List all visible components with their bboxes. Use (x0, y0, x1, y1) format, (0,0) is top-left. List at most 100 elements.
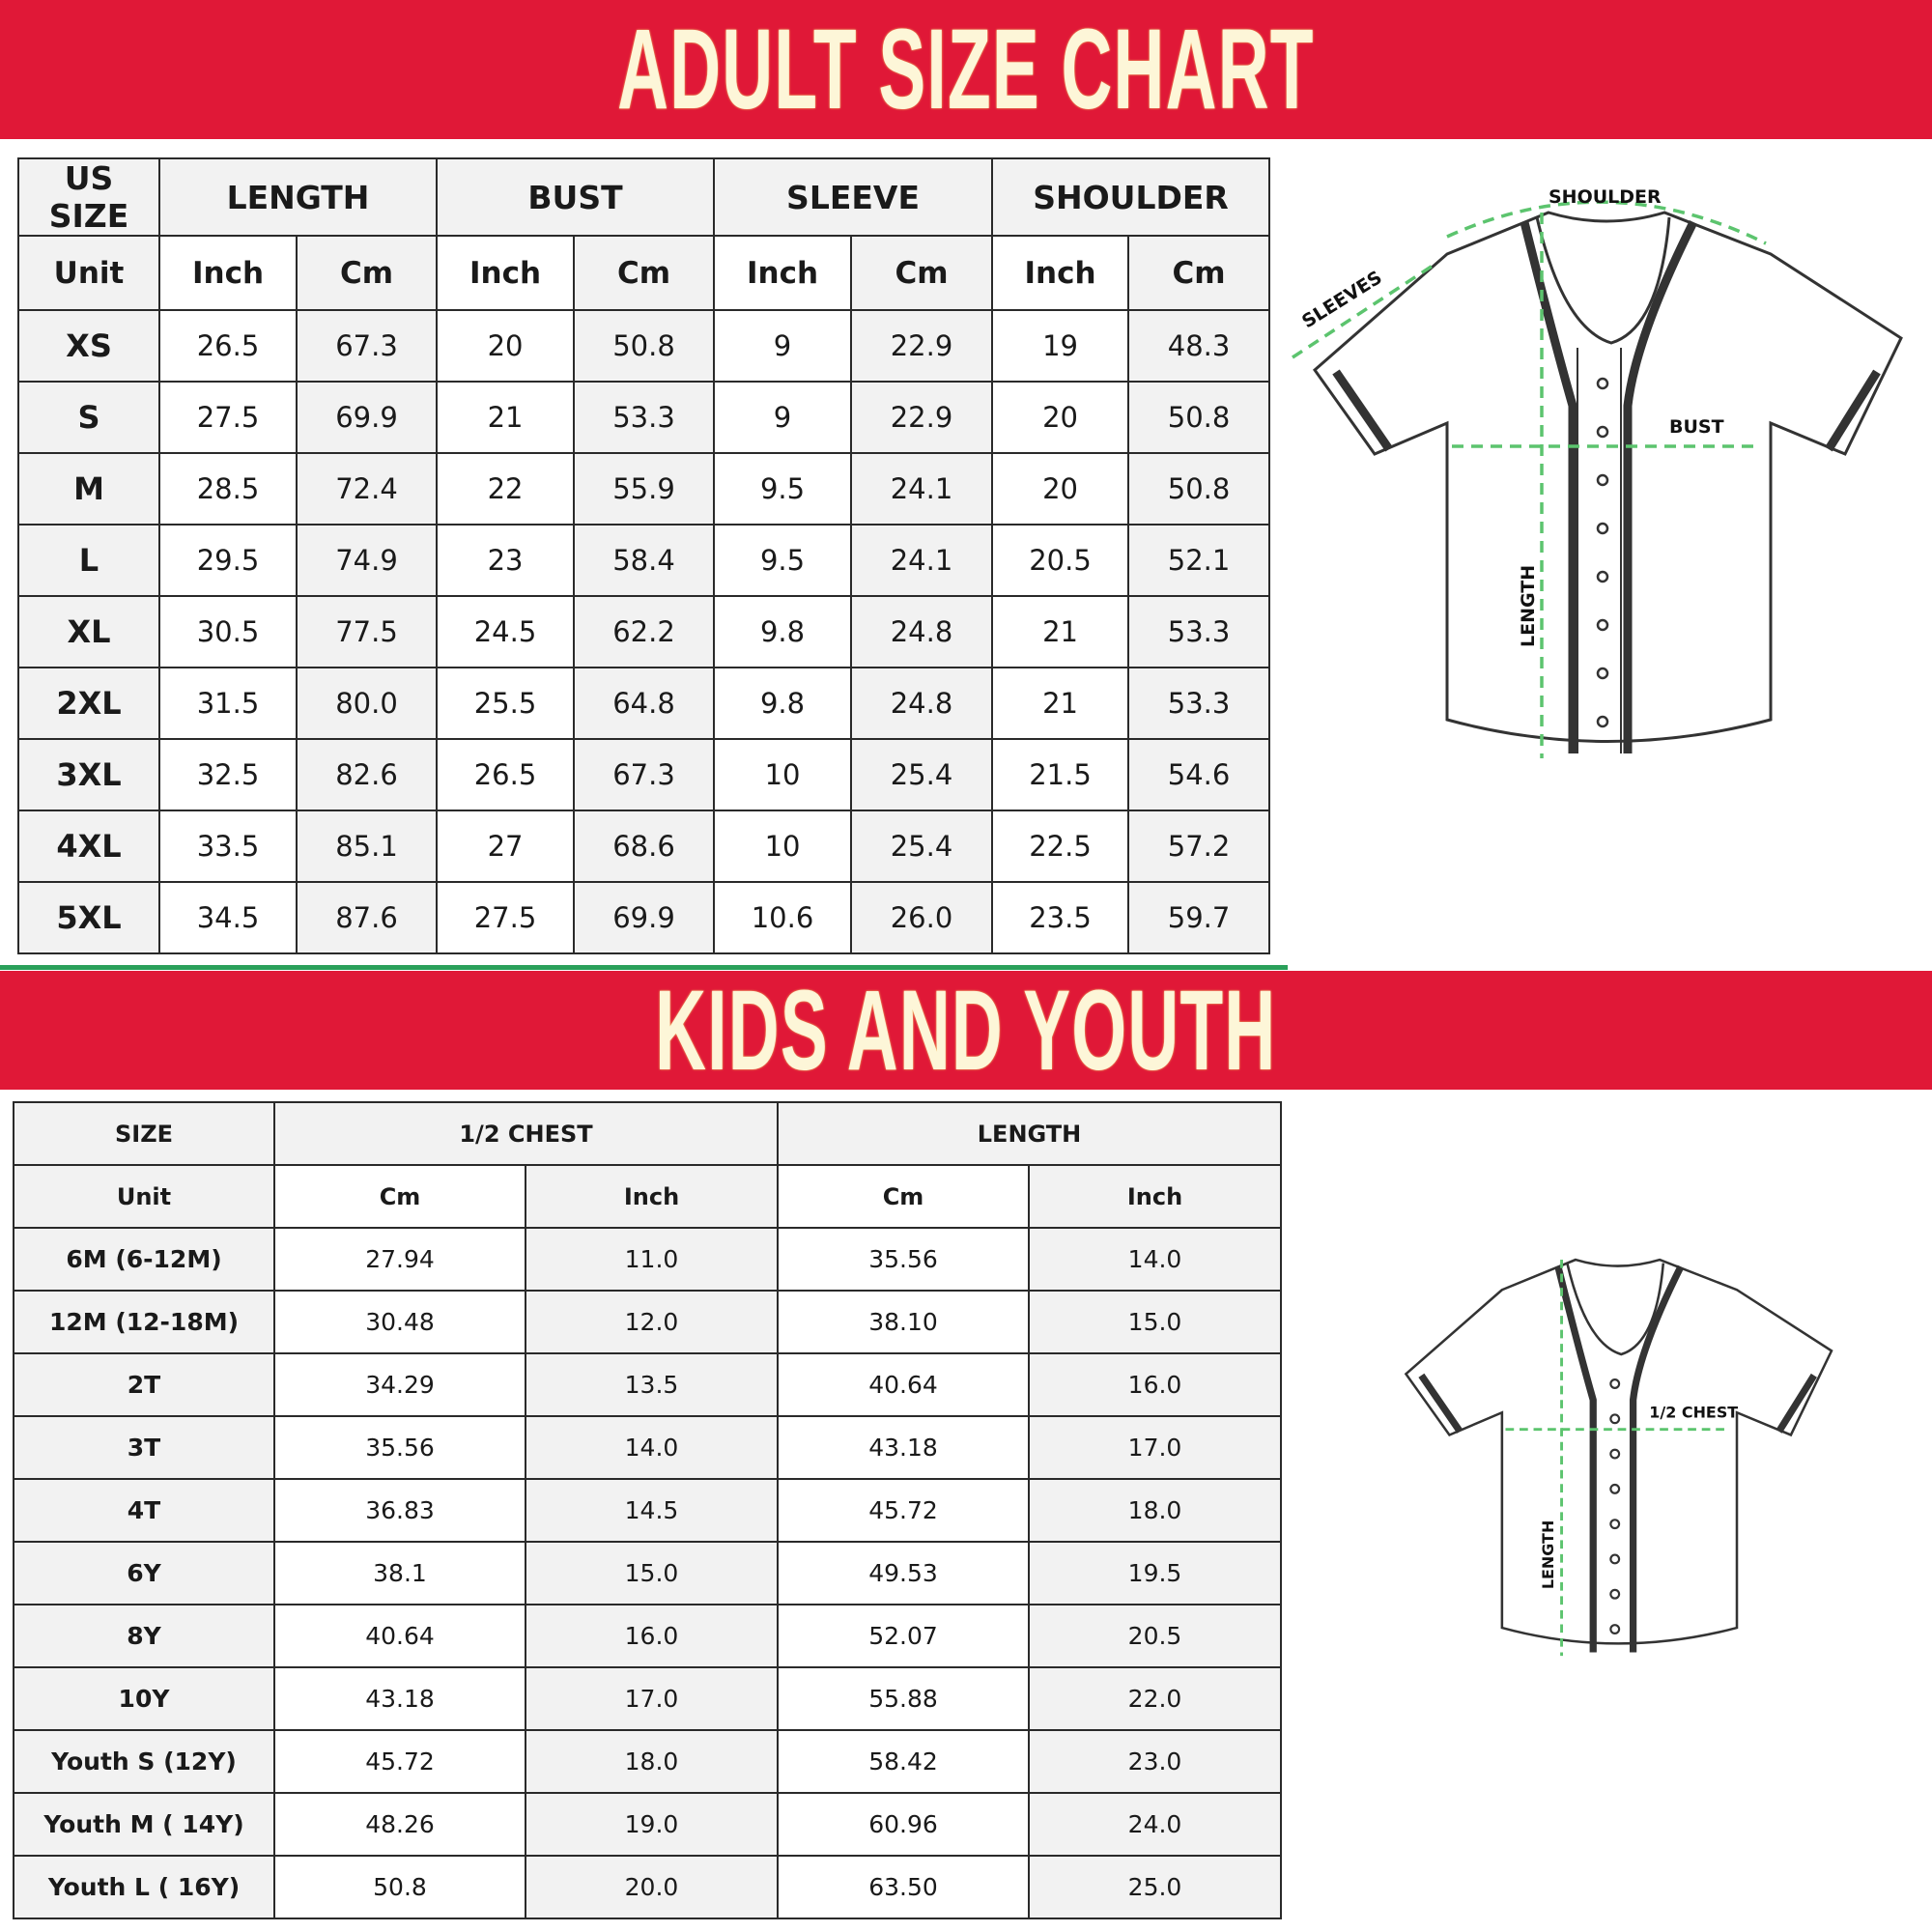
measure-cell: 17.0 (1027, 1415, 1283, 1480)
kids-size-table: SIZE 1/2 CHEST LENGTH Unit Cm Inch Cm Inch 6… (13, 1101, 1283, 1919)
unit-cell: Inch (525, 1164, 779, 1229)
header-length: LENGTH (776, 1101, 1283, 1166)
table-row: Youth S (12Y) 45.72 18.0 58.42 23.0 (13, 1729, 1283, 1794)
measure-cell: 27.94 (273, 1227, 526, 1292)
section-divider (0, 965, 1288, 970)
size-cell: 8Y (13, 1604, 275, 1668)
measure-cell: 69.9 (295, 381, 439, 454)
measure-cell: 22.0 (1027, 1666, 1283, 1731)
measure-cell: 28.5 (158, 452, 298, 526)
unit-cell: Inch (158, 235, 298, 311)
table-row: 3XL 32.5 82.6 26.5 67.3 10 25.4 21.5 54.6 (17, 738, 1271, 811)
measure-cell: 20 (436, 309, 576, 383)
measure-cell: 18.0 (525, 1729, 779, 1794)
label-length: LENGTH (1539, 1520, 1557, 1589)
kids-title: KIDS AND YOUTH (655, 966, 1277, 1094)
table-row: S 27.5 69.9 21 53.3 9 22.9 20 50.8 (17, 381, 1271, 454)
measure-cell: 59.7 (1127, 881, 1271, 954)
table-row: M 28.5 72.4 22 55.9 9.5 24.1 20 50.8 (17, 452, 1271, 526)
measure-cell: 50.8 (1127, 452, 1271, 526)
header-length: LENGTH (157, 157, 439, 237)
measure-cell: 24.1 (850, 524, 994, 597)
measure-cell: 24.8 (850, 667, 994, 740)
size-cell: Youth S (12Y) (13, 1729, 275, 1794)
measure-cell: 72.4 (295, 452, 439, 526)
table-row: 8Y 40.64 16.0 52.07 20.5 (13, 1604, 1283, 1668)
unit-cell: Inch (436, 235, 576, 311)
measure-cell: 30.5 (158, 595, 298, 668)
measure-cell: 26.0 (850, 881, 994, 954)
adult-size-table: US SIZE LENGTH BUST SLEEVE SHOULDER Unit… (17, 157, 1271, 954)
unit-cell: Inch (713, 235, 853, 311)
measure-cell: 54.6 (1127, 738, 1271, 811)
measure-cell: 50.8 (1127, 381, 1271, 454)
table-row: Youth L ( 16Y) 50.8 20.0 63.50 25.0 (13, 1855, 1283, 1919)
measure-cell: 85.1 (295, 810, 439, 883)
label-length: LENGTH (1518, 565, 1539, 647)
table-row: 3T 35.56 14.0 43.18 17.0 (13, 1415, 1283, 1480)
measure-arrows (1505, 1260, 1730, 1657)
measure-cell: 53.3 (573, 381, 716, 454)
measure-cell: 15.0 (1027, 1290, 1283, 1354)
measure-cell: 25.5 (436, 667, 576, 740)
measure-cell: 15.0 (525, 1541, 779, 1605)
size-cell: Youth M ( 14Y) (13, 1792, 275, 1857)
size-cell: 5XL (17, 881, 160, 954)
measure-cell: 9.8 (713, 595, 853, 668)
header-half-chest: 1/2 CHEST (273, 1101, 779, 1166)
size-cell: 10Y (13, 1666, 275, 1731)
measure-cell: 58.42 (777, 1729, 1030, 1794)
measure-cell: 22.9 (850, 381, 994, 454)
measure-cell: 50.8 (273, 1855, 526, 1919)
measure-cell: 18.0 (1027, 1478, 1283, 1543)
table-row: Youth M ( 14Y) 48.26 19.0 60.96 24.0 (13, 1792, 1283, 1857)
measure-cell: 23.5 (991, 881, 1130, 954)
table-row: 2XL 31.5 80.0 25.5 64.8 9.8 24.8 21 53.3 (17, 667, 1271, 740)
unit-row: Unit Cm Inch Cm Inch (13, 1164, 1283, 1229)
size-cell: 6Y (13, 1541, 275, 1605)
header-us-size: US SIZE (17, 157, 160, 237)
measure-cell: 26.5 (436, 738, 576, 811)
measure-cell: 24.5 (436, 595, 576, 668)
size-cell: 6M (6-12M) (13, 1227, 275, 1292)
unit-row: Unit Inch Cm Inch Cm Inch Cm Inch Cm (17, 235, 1271, 311)
measure-cell: 32.5 (158, 738, 298, 811)
measure-cell: 29.5 (158, 524, 298, 597)
measure-cell: 43.18 (777, 1415, 1030, 1480)
measure-cell: 55.88 (777, 1666, 1030, 1731)
measure-cell: 20.5 (1027, 1604, 1283, 1668)
measure-cell: 53.3 (1127, 667, 1271, 740)
measure-cell: 35.56 (273, 1415, 526, 1480)
measure-cell: 27 (436, 810, 576, 883)
table-row: 12M (12-18M) 30.48 12.0 38.10 15.0 (13, 1290, 1283, 1354)
header-bust: BUST (436, 157, 716, 237)
measure-cell: 20 (991, 381, 1130, 454)
measure-cell: 24.8 (850, 595, 994, 668)
label-half-chest: 1/2 CHEST (1649, 1403, 1738, 1421)
unit-cell: Cm (850, 235, 994, 311)
table-row: 2T 34.29 13.5 40.64 16.0 (13, 1352, 1283, 1417)
measure-cell: 58.4 (573, 524, 716, 597)
measure-cell: 19.0 (525, 1792, 779, 1857)
adult-banner: ADULT SIZE CHART (0, 0, 1932, 139)
unit-cell: Inch (991, 235, 1130, 311)
group-header-row: SIZE 1/2 CHEST LENGTH (13, 1101, 1283, 1166)
measure-cell: 22.9 (850, 309, 994, 383)
measure-cell: 17.0 (525, 1666, 779, 1731)
header-size: SIZE (13, 1101, 275, 1166)
measure-cell: 10 (713, 810, 853, 883)
measure-cell: 14.0 (1027, 1227, 1283, 1292)
table-row: 5XL 34.5 87.6 27.5 69.9 10.6 26.0 23.5 59.7 (17, 881, 1271, 954)
measure-cell: 67.3 (573, 738, 716, 811)
measure-cell: 38.1 (273, 1541, 526, 1605)
table-row: 6M (6-12M) 27.94 11.0 35.56 14.0 (13, 1227, 1283, 1292)
size-cell: 12M (12-18M) (13, 1290, 275, 1354)
measure-cell: 27.5 (158, 381, 298, 454)
table-row: L 29.5 74.9 23 58.4 9.5 24.1 20.5 52.1 (17, 524, 1271, 597)
unit-label: Unit (13, 1164, 275, 1229)
header-shoulder: SHOULDER (991, 157, 1271, 237)
measure-cell: 60.96 (777, 1792, 1030, 1857)
measure-cell: 21 (436, 381, 576, 454)
measure-cell: 21 (991, 667, 1130, 740)
measure-cell: 50.8 (573, 309, 716, 383)
